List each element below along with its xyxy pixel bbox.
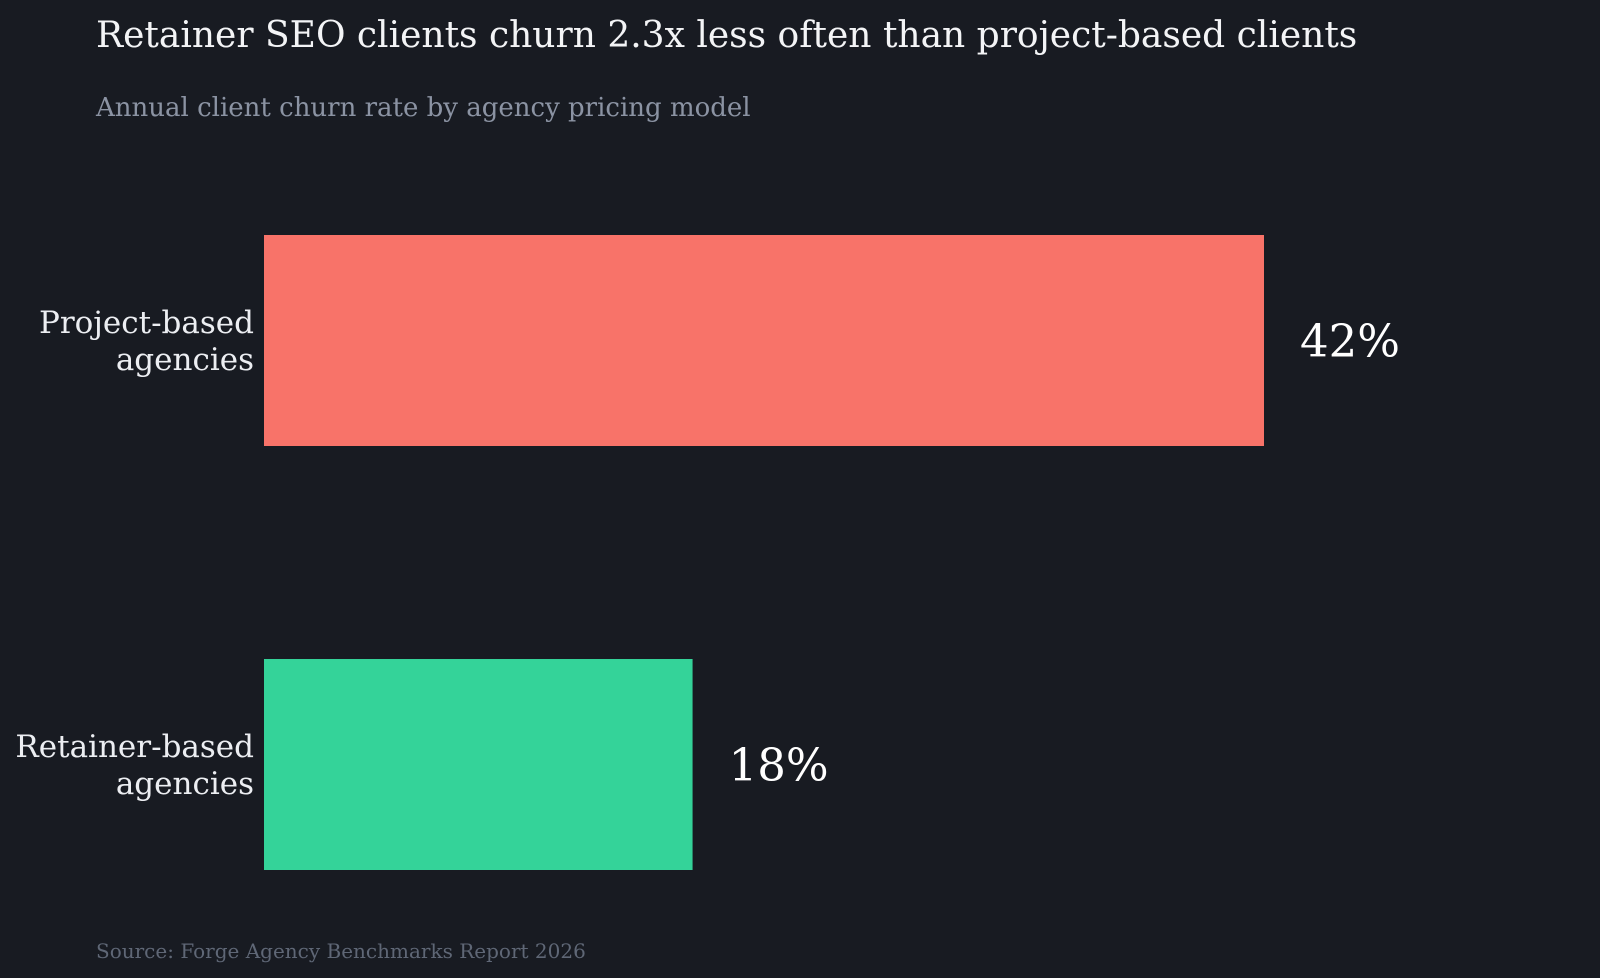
category-label-0-line-1: agencies [116,342,254,378]
category-label-1: Retainer-based agencies [15,729,254,802]
category-label-1-line-0: Retainer-based [15,729,254,765]
category-label-0: Project-based agencies [39,305,254,378]
bars-layer: 42%Project-based agencies18%Retainer-base… [15,235,1400,870]
category-label-1-line-1: agencies [116,766,254,802]
category-label-0-line-0: Project-based [39,305,254,341]
bar-1 [264,659,693,870]
bar-0 [264,235,1264,446]
chart-subtitle: Annual client churn rate by agency prici… [95,93,751,123]
value-label-1: 18% [729,739,829,792]
source-note: Source: Forge Agency Benchmarks Report 2… [96,939,586,963]
chart-title: Retainer SEO clients churn 2.3x less oft… [96,15,1357,56]
value-label-0: 42% [1300,315,1400,368]
